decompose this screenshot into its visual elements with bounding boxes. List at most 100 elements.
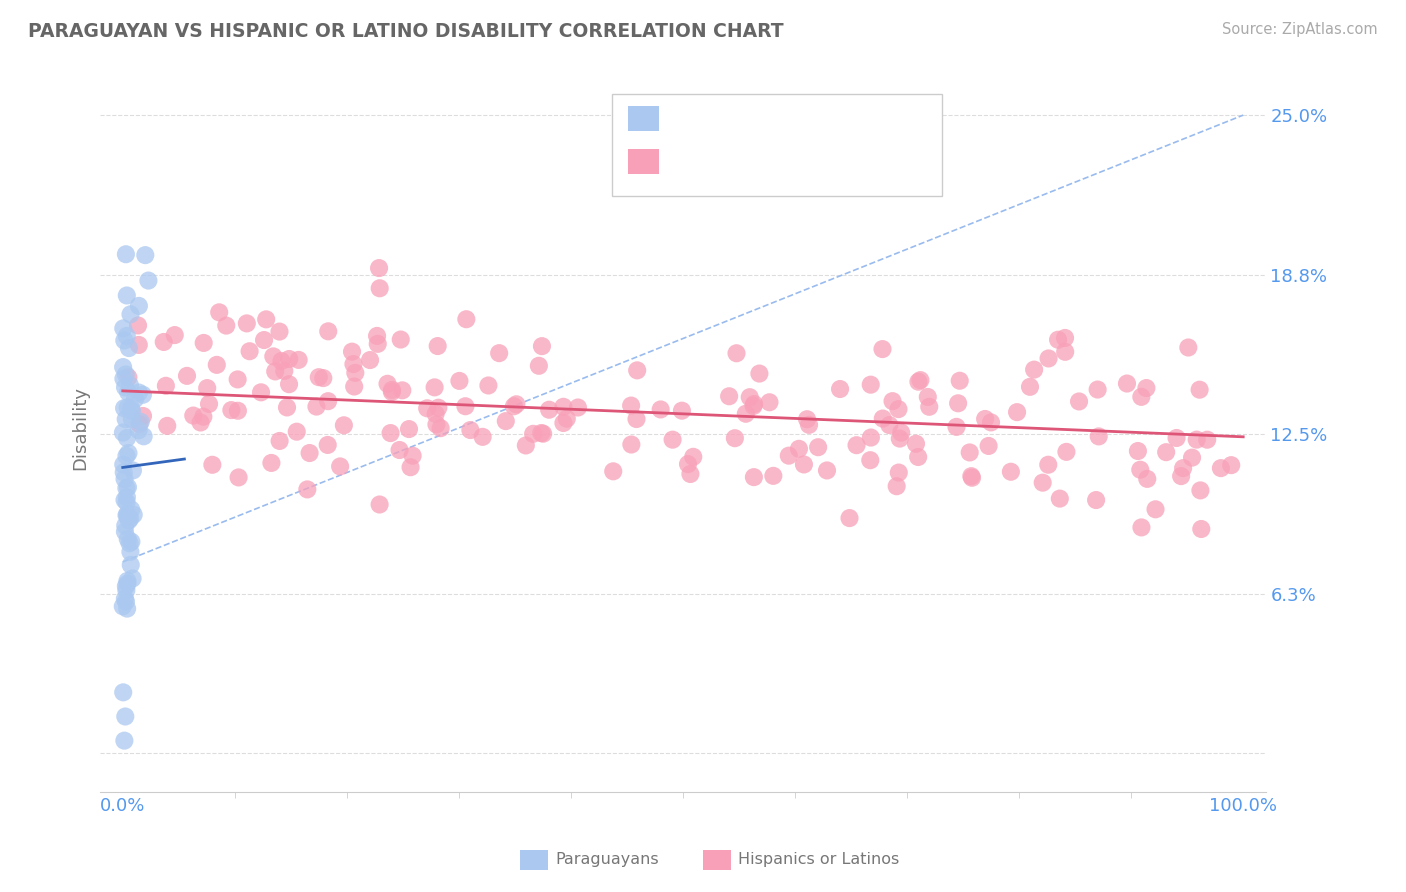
Point <box>366 329 388 343</box>
Point <box>228 470 250 484</box>
Point <box>960 469 983 483</box>
Point <box>454 399 477 413</box>
Point <box>118 378 141 392</box>
Point <box>112 372 135 386</box>
Point <box>176 368 198 383</box>
Text: Hispanics or Latinos: Hispanics or Latinos <box>738 853 900 867</box>
Text: 0.054: 0.054 <box>713 110 768 128</box>
Point <box>117 532 139 546</box>
Point <box>1049 491 1071 506</box>
Point <box>260 456 283 470</box>
Point <box>381 384 404 399</box>
Point <box>226 403 249 417</box>
Point <box>425 407 447 421</box>
Point <box>128 385 150 400</box>
Point <box>423 380 446 394</box>
Point <box>115 431 138 445</box>
Point <box>112 685 135 699</box>
Text: R =: R = <box>668 153 700 170</box>
Point <box>742 397 765 411</box>
Point <box>679 467 702 481</box>
Point <box>845 438 868 452</box>
Point <box>121 572 143 586</box>
Point <box>661 433 683 447</box>
Point <box>278 351 301 366</box>
Point <box>193 335 215 350</box>
Point <box>120 502 142 516</box>
Text: 195: 195 <box>832 153 869 170</box>
Point <box>129 415 152 429</box>
Point <box>112 733 135 747</box>
Point <box>115 583 138 598</box>
Point <box>297 483 319 497</box>
Point <box>115 329 138 343</box>
Point <box>117 509 139 524</box>
Point <box>359 353 381 368</box>
Point <box>117 385 139 400</box>
Point <box>796 412 818 426</box>
Point <box>115 495 138 509</box>
Point <box>114 524 136 539</box>
Point <box>120 511 142 525</box>
Point <box>429 421 451 435</box>
Point <box>269 434 291 448</box>
Point <box>316 394 339 409</box>
Point <box>1067 394 1090 409</box>
Point <box>117 401 139 415</box>
Point <box>859 431 882 445</box>
Point <box>1038 458 1060 472</box>
Point <box>718 389 741 403</box>
Point <box>114 472 136 486</box>
Point <box>333 418 356 433</box>
Point <box>262 350 284 364</box>
Point <box>974 412 997 426</box>
Point <box>738 390 761 404</box>
Point <box>120 558 142 572</box>
Point <box>305 400 328 414</box>
Point <box>115 579 138 593</box>
Point <box>742 399 765 413</box>
Point <box>128 338 150 352</box>
Point <box>132 409 155 423</box>
Point <box>960 471 983 485</box>
Point <box>1116 376 1139 391</box>
Point <box>329 459 352 474</box>
Point <box>553 400 575 414</box>
Point <box>112 401 135 416</box>
Point <box>778 449 800 463</box>
Point <box>505 397 527 411</box>
Point <box>886 479 908 493</box>
Point <box>120 534 142 549</box>
Point <box>132 388 155 402</box>
Point <box>1170 469 1192 483</box>
Point <box>671 403 693 417</box>
Point <box>134 248 156 262</box>
Point <box>748 367 770 381</box>
Point <box>254 312 277 326</box>
Point <box>368 498 391 512</box>
Point <box>138 274 160 288</box>
Point <box>742 470 765 484</box>
Point <box>198 397 221 411</box>
Point <box>456 312 478 326</box>
Point <box>945 420 967 434</box>
Point <box>112 321 135 335</box>
Point <box>388 442 411 457</box>
Point <box>793 458 815 472</box>
Point <box>676 457 699 471</box>
Point <box>208 305 231 319</box>
Point <box>114 591 136 606</box>
Point <box>221 403 243 417</box>
Point <box>797 417 820 432</box>
Point <box>163 328 186 343</box>
Point <box>917 390 939 404</box>
Point <box>111 425 134 440</box>
Point <box>239 344 262 359</box>
Point <box>195 381 218 395</box>
Point <box>859 453 882 467</box>
Point <box>190 416 212 430</box>
Point <box>522 426 544 441</box>
Point <box>316 438 339 452</box>
Point <box>1144 502 1167 516</box>
Point <box>115 247 138 261</box>
